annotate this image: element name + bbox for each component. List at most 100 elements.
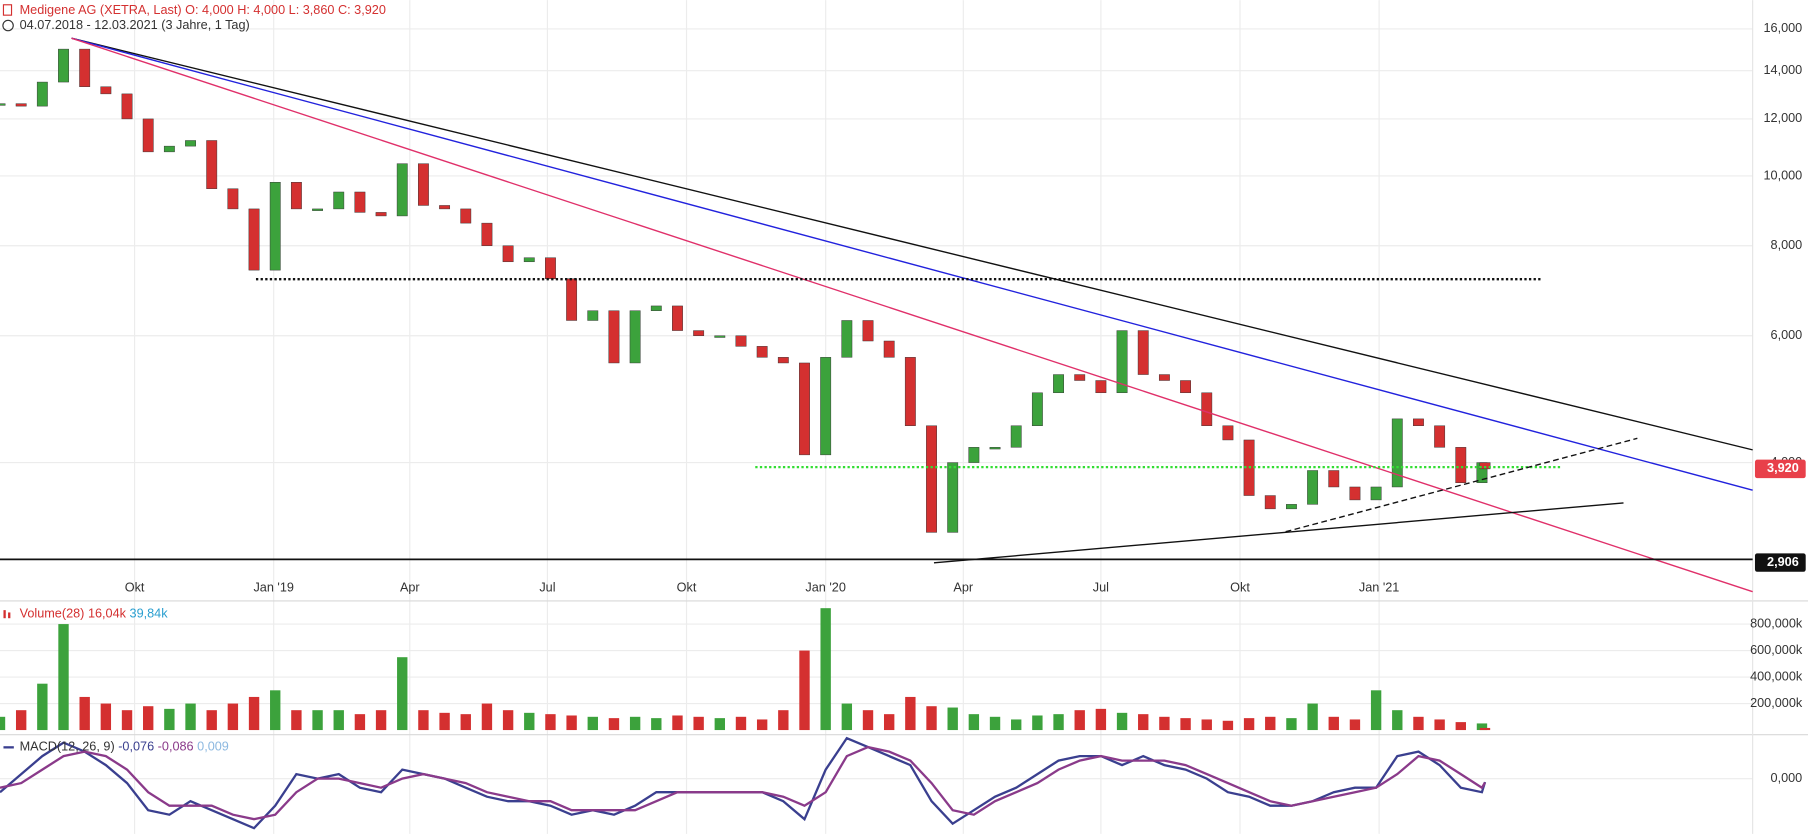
volume-bar [1201,719,1212,731]
legend-title: Volume(28) [20,607,85,621]
volume-bar [1138,714,1149,731]
volume-bar [1307,703,1318,731]
candle [333,191,345,210]
volume-bar [905,696,916,731]
clock-icon [2,19,14,32]
candle [841,320,853,358]
volume-bar [185,703,196,731]
candle [608,310,620,364]
candle [36,81,48,107]
volume-bar [608,718,620,731]
volume-bar [1455,722,1466,731]
volume-bar [1328,716,1339,731]
volume-bar [206,710,217,731]
volume-bar [1053,714,1064,731]
candle [1222,425,1234,441]
candle [1264,495,1276,510]
trend-line [71,37,1753,491]
volume-bar [439,712,450,731]
candle [185,140,196,147]
volume-bar [79,696,90,731]
candle [989,447,1001,450]
volume-bar [566,715,577,731]
macd-line [0,745,1487,821]
volume-legend: Volume(28) 16,04k 39,84k [3,607,168,621]
trend-lines [0,37,1753,593]
candle [672,305,683,331]
volume-bar [312,710,323,731]
volume-bar [1032,715,1043,731]
chart-subtitle: 04.07.2018 - 12.03.2021 (3 Jahre, 1 Tag) [20,18,250,32]
candle [460,208,472,224]
candle [756,346,768,358]
candle [417,163,429,206]
volume-bar [714,718,726,731]
candle [693,330,705,336]
volume-bar [862,710,874,731]
volume-bar [947,707,958,731]
candle [545,257,556,279]
legend-icon [8,612,11,619]
volume-bar [1392,710,1403,731]
volume-bar [651,718,662,731]
candle [1434,425,1446,448]
volume-bar [735,716,747,731]
candle [290,182,302,210]
volume-bar [1159,716,1170,731]
price-marker [1754,553,1806,572]
y-tick-label: 14,000 [1763,63,1802,77]
price-marker-label: 3,920 [1767,461,1799,475]
volume-bar [1180,718,1191,731]
candle [269,182,281,271]
candle [1074,374,1086,381]
candle [1370,486,1382,501]
candle [1479,462,1491,470]
candle [926,425,937,533]
volume-bar [58,624,69,731]
x-tick-label: Jul [1093,581,1109,595]
y-tick-label: 0,000 [1771,771,1803,785]
candle [79,48,91,87]
volume-bar [164,708,175,731]
x-tick-label: Jul [539,581,555,595]
candle [1137,330,1149,375]
volume-bar [968,714,980,731]
trend-line [71,37,1753,593]
legend-value: -0,076 [118,740,154,754]
candle [947,462,959,533]
volume-bar [545,714,556,731]
x-tick-label: Okt [125,581,145,595]
candle [1158,374,1170,381]
price-marker-label: 2,906 [1767,555,1799,569]
candle [227,188,239,210]
legend: Volume(28) 16,04k 39,84k [20,607,169,621]
volume-bar [418,710,429,731]
trend-line [933,502,1624,564]
volume-bar [1011,719,1022,731]
candle [354,191,366,213]
legend-value: 39,84k [130,607,169,621]
volume-bar [481,703,493,731]
volume-bar [1243,718,1255,731]
volume-bar [926,706,937,731]
volume-bar [629,716,641,731]
trend-line [1285,437,1638,533]
volume-bar [778,710,789,731]
candle [799,362,810,456]
candle [777,357,789,364]
volume-bar [799,650,810,731]
volume-bar [0,716,6,731]
chart-icon [2,4,13,16]
candle [650,305,662,311]
volume-bar [1095,708,1107,731]
volume-bar [693,716,704,731]
x-tick-label: Apr [953,581,973,595]
legend-value: -0,086 [158,740,194,754]
y-tick-label: 200,000k [1750,696,1803,710]
candle [629,310,641,364]
volume-bar [1265,716,1276,731]
candle [1010,425,1022,448]
y-tick-label: 10,000 [1763,168,1802,182]
